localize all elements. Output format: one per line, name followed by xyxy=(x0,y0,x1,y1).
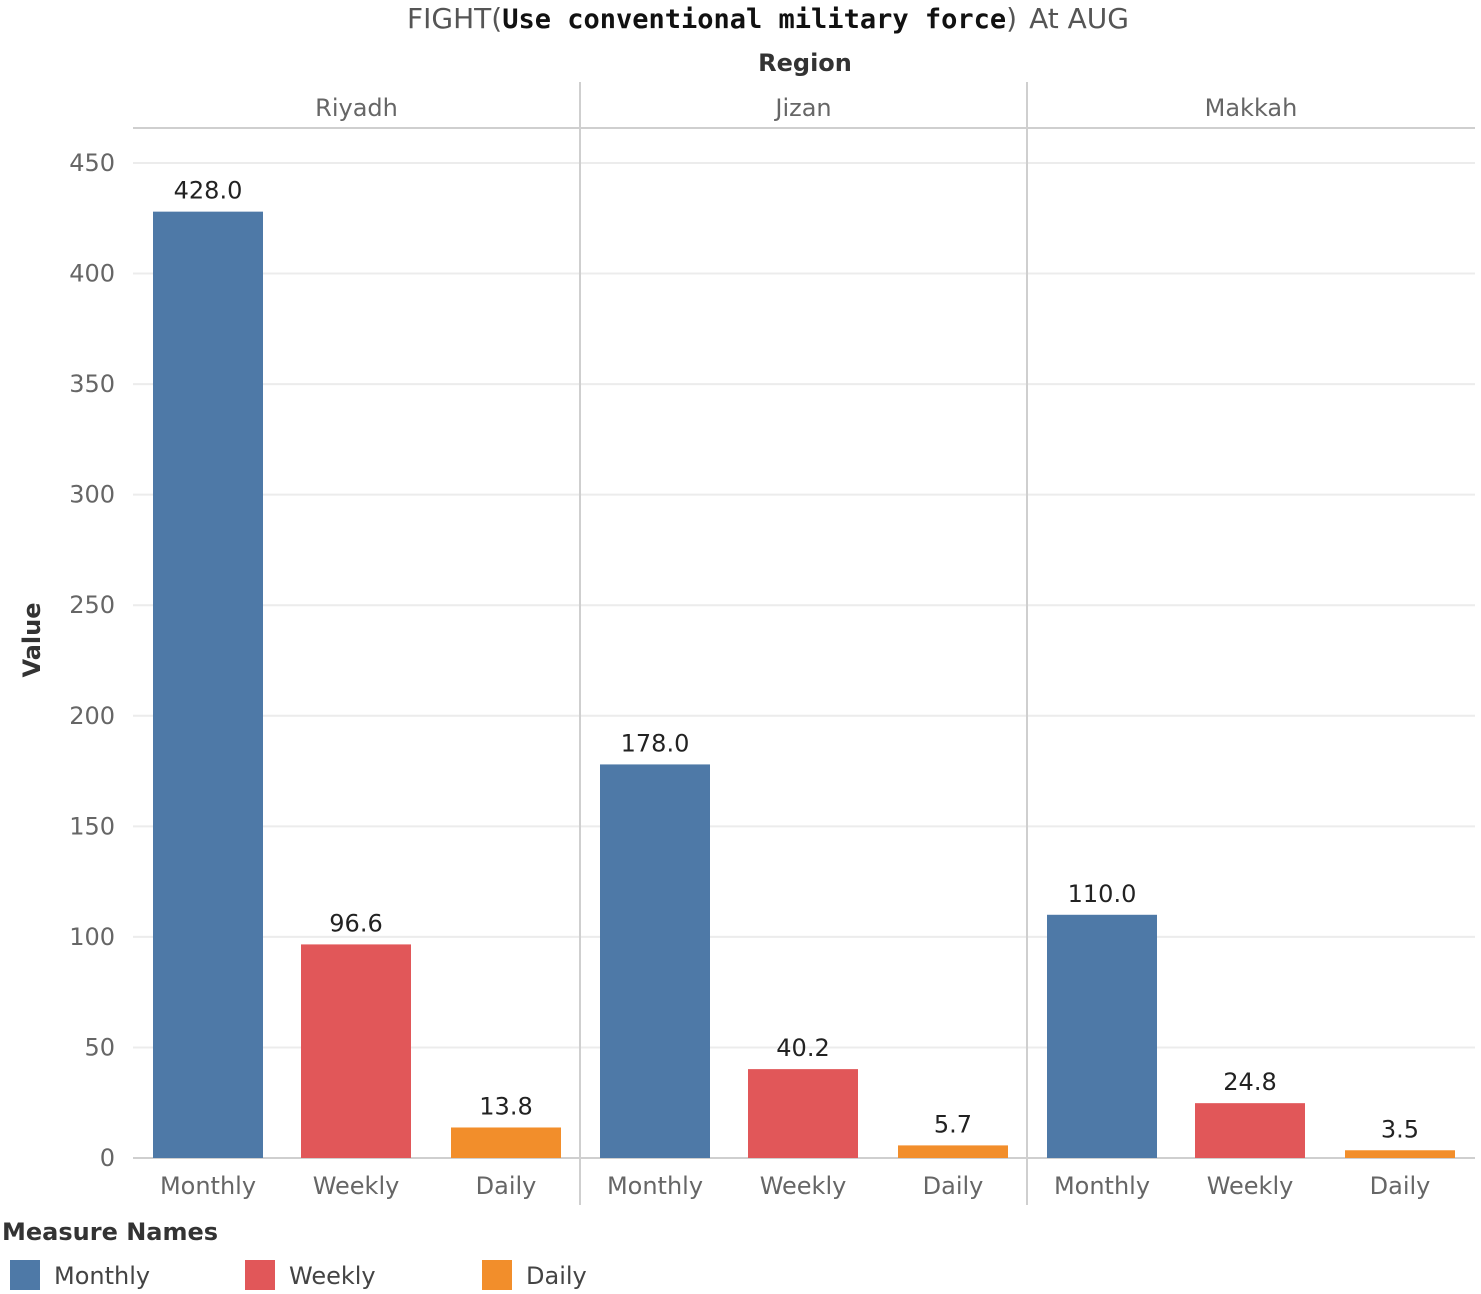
data-label: 24.8 xyxy=(1223,1068,1276,1096)
y-tick-label: 0 xyxy=(100,1144,115,1172)
y-tick-label: 450 xyxy=(69,149,115,177)
x-category-label: Daily xyxy=(1370,1172,1431,1200)
data-label: 3.5 xyxy=(1381,1115,1419,1143)
y-tick-label: 300 xyxy=(69,481,115,509)
legend-swatch-monthly xyxy=(10,1260,40,1290)
legend: Measure Names Monthly Weekly Daily xyxy=(2,1218,587,1290)
y-axis-ticks: 0 50 100 150 200 250 300 350 400 450 xyxy=(69,149,115,1172)
region-label: Riyadh xyxy=(315,94,398,122)
title-code: Use conventional military force xyxy=(502,4,1006,35)
legend-label-weekly: Weekly xyxy=(289,1262,376,1290)
x-category-label: Monthly xyxy=(1054,1172,1150,1200)
y-tick-label: 250 xyxy=(69,591,115,619)
bar-daily xyxy=(451,1127,561,1158)
region-label: Makkah xyxy=(1205,94,1298,122)
region-panels: Riyadh428.0Monthly96.6Weekly13.8DailyJiz… xyxy=(153,94,1455,1200)
legend-label-daily: Daily xyxy=(526,1262,587,1290)
y-tick-label: 50 xyxy=(84,1033,115,1061)
panel-makkah: Makkah 110.0 Monthly 24.8 Weekly 3.5 Daily xyxy=(1047,94,1455,1200)
region-label: Jizan xyxy=(773,94,831,122)
legend-title: Measure Names xyxy=(2,1218,218,1246)
x-category-label: Weekly xyxy=(760,1172,847,1200)
title-close-paren: ) xyxy=(1006,2,1017,35)
x-category-label: Weekly xyxy=(1207,1172,1294,1200)
panel-jizan: Jizan 178.0 Monthly 40.2 Weekly 5.7 Daily xyxy=(600,94,1008,1200)
y-tick-label: 100 xyxy=(69,923,115,951)
title-prefix: FIGHT xyxy=(407,2,492,35)
legend-swatch-daily xyxy=(482,1260,512,1290)
x-category-label: Daily xyxy=(923,1172,984,1200)
data-label: 428.0 xyxy=(174,177,243,205)
x-category-label: Monthly xyxy=(607,1172,703,1200)
data-label: 40.2 xyxy=(776,1034,829,1062)
bar-weekly xyxy=(1195,1103,1305,1158)
title-suffix: At AUG xyxy=(1029,2,1129,35)
y-tick-label: 150 xyxy=(69,812,115,840)
bar-daily xyxy=(898,1145,1008,1158)
panel-riyadh: Riyadh 428.0 Monthly 96.6 Weekly 13.8 Daily xyxy=(153,94,561,1200)
region-header: Region xyxy=(758,49,852,77)
data-label: 178.0 xyxy=(621,729,690,757)
y-tick-label: 350 xyxy=(69,370,115,398)
bar-weekly xyxy=(301,944,411,1158)
bar-daily xyxy=(1345,1150,1455,1158)
y-tick-label: 200 xyxy=(69,702,115,730)
bar-weekly xyxy=(748,1069,858,1158)
title-open-paren: ( xyxy=(491,2,502,35)
bar-monthly xyxy=(1047,914,1157,1158)
data-label: 110.0 xyxy=(1068,880,1137,908)
x-category-label: Daily xyxy=(476,1172,537,1200)
legend-swatch-weekly xyxy=(245,1260,275,1290)
data-label: 96.6 xyxy=(329,909,382,937)
x-category-label: Monthly xyxy=(160,1172,256,1200)
gridlines xyxy=(133,162,1475,1049)
x-category-label: Weekly xyxy=(313,1172,400,1200)
bar-monthly xyxy=(600,764,710,1158)
chart-title: FIGHT(Use conventional military force) At… xyxy=(407,2,1129,35)
y-axis-label: Value xyxy=(18,602,46,677)
data-label: 13.8 xyxy=(479,1092,532,1120)
legend-label-monthly: Monthly xyxy=(54,1262,150,1290)
bar-monthly xyxy=(153,211,263,1159)
y-tick-label: 400 xyxy=(69,260,115,288)
data-label: 5.7 xyxy=(934,1110,972,1138)
